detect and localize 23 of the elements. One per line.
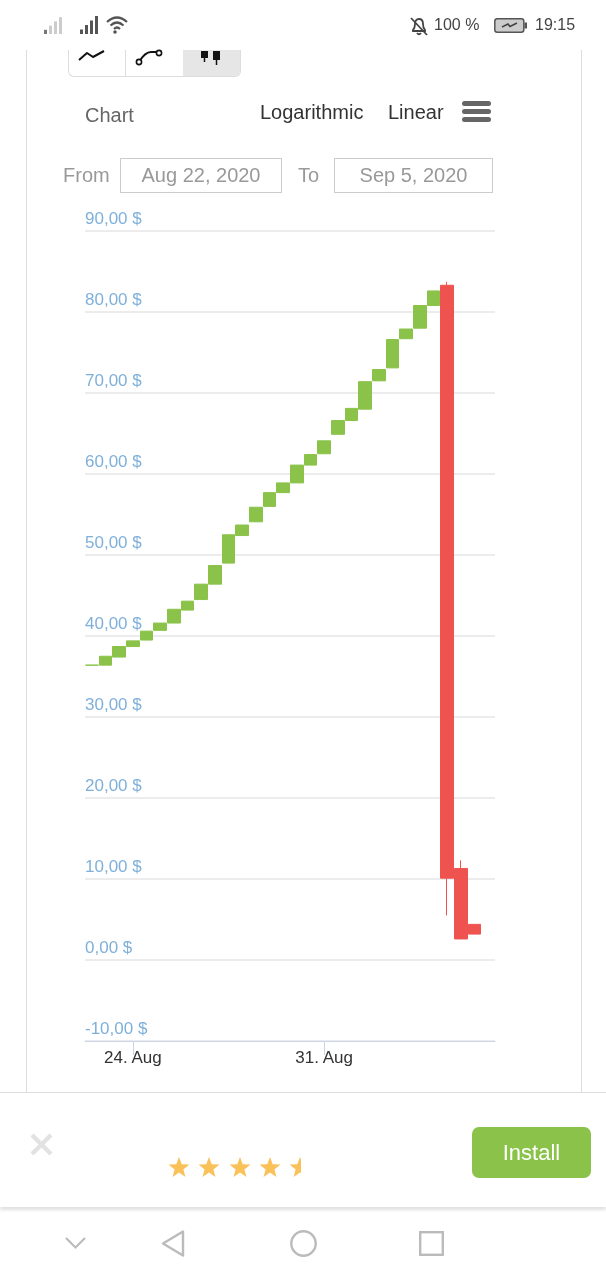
text: Linear xyxy=(388,101,444,124)
y-tick-label: -10,00 $ xyxy=(85,1019,148,1038)
x-tick-label: 24. Aug xyxy=(104,1048,162,1067)
chart-title: Chart xyxy=(85,104,134,127)
text: To xyxy=(298,164,320,187)
text: 100 % xyxy=(434,16,480,34)
y-tick-label: 0,00 $ xyxy=(85,938,133,957)
text: Install xyxy=(501,1140,562,1166)
y-tick-label: 50,00 $ xyxy=(85,533,143,552)
text: Logarithmic xyxy=(260,101,364,124)
y-tick-label: 40,00 $ xyxy=(85,614,143,633)
x-tick-label: 31. Aug xyxy=(295,1048,353,1067)
y-tick-label: 70,00 $ xyxy=(85,371,143,390)
text: From xyxy=(63,164,110,187)
y-tick-label: 60,00 $ xyxy=(85,452,143,471)
y-tick-label: 20,00 $ xyxy=(85,776,143,795)
y-tick-label: 10,00 $ xyxy=(85,857,143,876)
text: 19:15 xyxy=(535,16,576,34)
text: Aug 22, 2020 xyxy=(140,164,262,187)
y-tick-label: 90,00 $ xyxy=(85,209,143,228)
y-tick-label: 80,00 $ xyxy=(85,290,143,309)
y-tick-label: 30,00 $ xyxy=(85,695,143,714)
text: Sep 5, 2020 xyxy=(358,164,469,187)
